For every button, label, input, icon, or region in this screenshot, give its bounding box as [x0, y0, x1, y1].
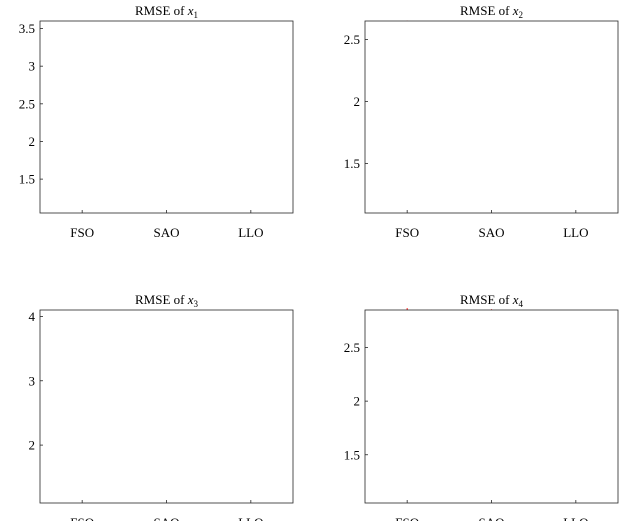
plot-frame: [39, 309, 294, 504]
x-tick-label: SAO: [478, 225, 504, 240]
panel-title: RMSE of x2: [460, 3, 523, 20]
plot-frame: [364, 20, 619, 214]
y-tick-label: 1.5: [344, 447, 360, 462]
y-tick-label: 2: [354, 394, 361, 409]
x-tick-label: SAO: [478, 515, 504, 521]
x-tick-label: LLO: [238, 515, 263, 521]
panel-title: RMSE of x4: [460, 292, 524, 309]
y-tick-label: 3: [29, 373, 36, 388]
x-tick-label: FSO: [70, 515, 94, 521]
x-tick-label: LLO: [238, 225, 263, 240]
x-tick-label: FSO: [395, 515, 419, 521]
x-tick-label: SAO: [153, 225, 179, 240]
y-tick-label: 3: [29, 59, 36, 74]
y-tick-label: 2.5: [344, 32, 360, 47]
x-tick-label: SAO: [153, 515, 179, 521]
x-tick-label: FSO: [70, 225, 94, 240]
y-tick-label: 4: [29, 309, 36, 324]
chart-panel-3: 2 3 4 FSO SAO LLO RMSE of x3: [29, 292, 294, 521]
y-tick-label: 2: [354, 94, 361, 109]
y-tick-label: 3.5: [19, 21, 35, 36]
chart-panel-2: 1.5 2 2.5 FSO SAO LLO RMSE of x2: [344, 3, 619, 240]
x-tick-label: LLO: [563, 225, 588, 240]
panel-title: RMSE of x1: [135, 3, 198, 20]
plot-frame: [364, 309, 619, 504]
chart-panel-4: 1.5 2 2.5 FSO SAO LLO RMSE of x4: [344, 292, 619, 521]
y-tick-label: 1.5: [344, 156, 360, 171]
x-tick-label: LLO: [563, 515, 588, 521]
y-tick-label: 2.5: [344, 340, 360, 355]
panel-title: RMSE of x3: [135, 292, 199, 309]
y-tick-label: 2.5: [19, 96, 35, 111]
chart-panel-1: 1.5 2 2.5 3 3.5 FSO SAO LLO RMSE of x1: [19, 3, 294, 240]
plot-frame: [39, 20, 294, 214]
y-tick-label: 2: [29, 438, 36, 453]
x-tick-label: FSO: [395, 225, 419, 240]
y-tick-label: 1.5: [19, 172, 35, 187]
y-tick-label: 2: [29, 134, 36, 149]
